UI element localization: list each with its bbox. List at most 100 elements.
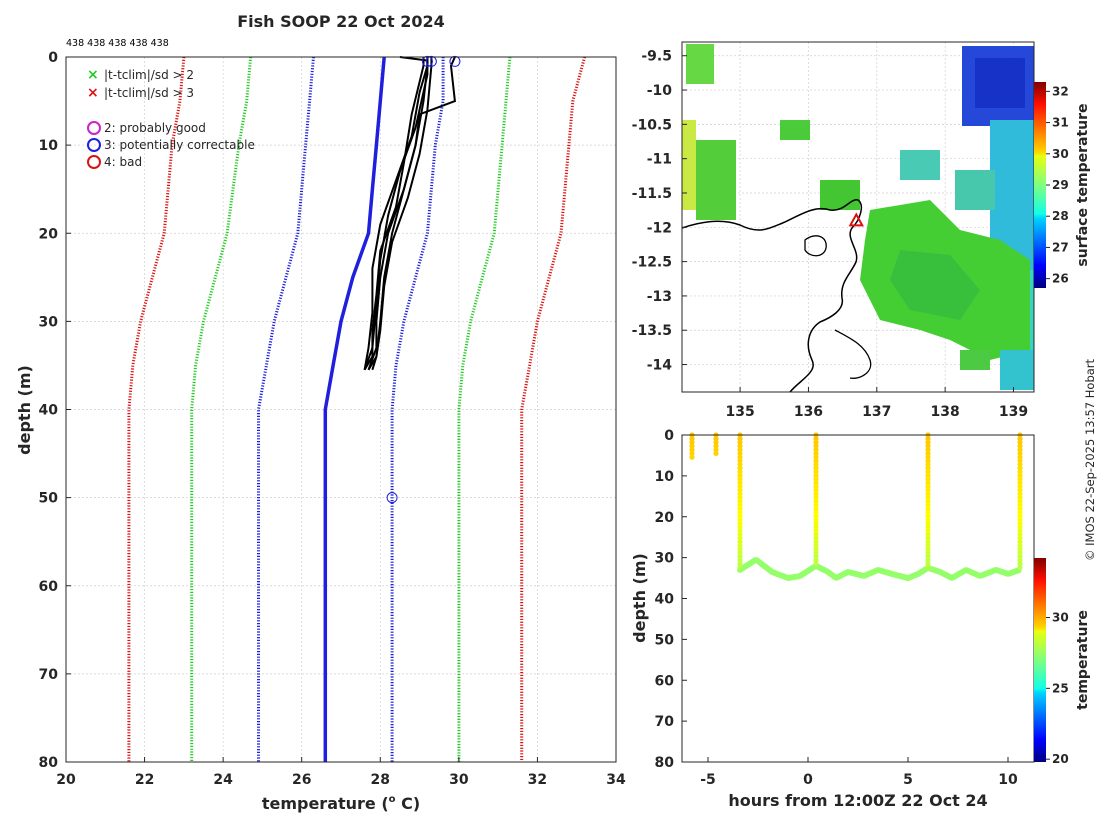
dt-point <box>813 553 819 560</box>
dt-point <box>737 553 743 560</box>
dt-ytick-label: 0 <box>664 428 674 444</box>
profile-xtick-label: 24 <box>213 772 233 788</box>
profile-ytick-label: 10 <box>39 138 59 154</box>
map-ticks: 135 136 137 138 139 -9.5 -10 -10.5 -11 -11.5 -12 -1… <box>632 49 1028 420</box>
dt-point <box>813 469 819 475</box>
profile-series-mean-1-sd <box>257 56 315 762</box>
dt-point <box>813 546 819 552</box>
map-colorbar-ticks: 26 27 28 29 30 31 32 <box>1046 84 1069 286</box>
dt-ytick-label: 20 <box>655 510 675 526</box>
dt-point <box>813 494 819 501</box>
dt-ytick-label: 50 <box>655 632 675 648</box>
profile-ytick-label: 40 <box>39 403 59 419</box>
profile-series-mean-2-sd <box>457 56 512 762</box>
dt-point <box>737 476 743 482</box>
dt-point <box>813 465 819 471</box>
dt-point <box>737 447 743 453</box>
map-cbar-tick-label: 28 <box>1052 209 1069 223</box>
dt-point <box>689 436 695 442</box>
sst-patch-blue-ne2 <box>975 58 1025 108</box>
dt-point <box>1017 535 1023 541</box>
dt-point <box>925 458 931 464</box>
map-cbar-tick-label: 26 <box>1052 272 1069 286</box>
dt-point <box>813 447 819 453</box>
dt-point <box>925 546 931 552</box>
map-ytick-label: -14 <box>647 358 673 374</box>
ship-position-marker <box>848 212 864 227</box>
profile-legend: × |t-tclim|/sd > 2 × |t-tclim|/sd > 3 2:… <box>87 67 255 169</box>
map-ytick-label: -13.5 <box>632 323 672 339</box>
sst-patch-green-nw1 <box>686 44 714 84</box>
profile-xlabel-main: temperature ( <box>262 794 389 813</box>
sst-patch-green-w2 <box>696 140 736 220</box>
map-cbar-tick-label: 32 <box>1052 84 1069 98</box>
dt-point <box>689 447 695 453</box>
dt-point <box>1017 447 1023 453</box>
dt-point <box>925 524 931 530</box>
dt-point <box>925 550 931 556</box>
coastline-island <box>804 235 827 257</box>
dt-colorbar-label: temperature <box>1075 610 1091 710</box>
dt-point <box>813 436 819 442</box>
profile-flag-marker <box>425 55 437 67</box>
dt-point <box>737 480 743 486</box>
dt-point <box>737 487 743 493</box>
profile-series-mean-2-sd <box>190 56 253 762</box>
dt-axes-box <box>681 434 1035 763</box>
dt-point <box>813 509 819 515</box>
dt-point <box>737 528 743 534</box>
profile-xtick-label: 32 <box>528 772 547 788</box>
map-colorbar-label: surface temperature <box>1075 103 1091 266</box>
dt-point <box>925 491 931 497</box>
profile-flag-marker <box>449 55 461 67</box>
map-cbar-tick-label: 27 <box>1052 240 1069 254</box>
profile-xtick-label: 20 <box>56 772 76 788</box>
dt-point <box>737 542 743 549</box>
dt-point <box>737 472 743 479</box>
dt-point <box>737 506 743 512</box>
map-colorbar <box>1034 82 1046 288</box>
dt-point <box>925 517 931 523</box>
sst-patch-cyan-s <box>1000 350 1034 390</box>
dt-point <box>737 524 743 530</box>
dt-ytick-label: 40 <box>655 592 675 608</box>
map-ytick-label: -12.5 <box>632 255 672 271</box>
dt-point <box>925 436 931 442</box>
dt-point <box>925 528 931 534</box>
dt-point <box>925 461 931 467</box>
dt-point <box>813 472 819 479</box>
dt-cbar-tick-label: 25 <box>1052 681 1069 695</box>
dt-point <box>813 439 819 445</box>
dt-xtick-label: 0 <box>803 772 813 788</box>
dt-point <box>813 498 819 504</box>
dt-cbar-tick-label: 20 <box>1052 752 1069 766</box>
dt-point <box>689 450 695 456</box>
profile-xtick-label: 28 <box>371 772 390 788</box>
coastline-inlet <box>834 329 872 379</box>
dt-ticks: -5 0 5 10 0 10 20 30 40 50 60 70 80 <box>655 428 1018 788</box>
legend-label-good: 2: probably good <box>104 121 206 135</box>
dt-point <box>737 539 743 545</box>
dt-point <box>813 476 819 482</box>
legend-x-red: × <box>87 85 99 101</box>
sst-field <box>682 44 1034 390</box>
dt-point <box>1017 557 1023 563</box>
dt-point <box>1017 546 1023 552</box>
profile-series-profile-6 <box>363 56 429 371</box>
dt-point <box>737 469 743 475</box>
dt-point <box>925 472 931 479</box>
dt-point <box>925 469 931 475</box>
dt-point <box>1017 450 1023 456</box>
dt-point <box>1017 483 1023 490</box>
map-cbar-tick-label: 29 <box>1052 178 1069 192</box>
dt-point <box>925 487 931 493</box>
map-xtick-label: 138 <box>931 404 960 420</box>
dt-xtick-label: 10 <box>998 772 1018 788</box>
profile-ytick-label: 70 <box>39 667 59 683</box>
dt-point <box>737 436 743 442</box>
dt-point <box>737 483 743 490</box>
legend-label-correctable: 3: potentially correctable <box>104 138 255 152</box>
dt-point <box>813 458 819 464</box>
profile-ytick-label: 20 <box>39 226 59 242</box>
dt-ytick-label: 10 <box>655 469 675 485</box>
